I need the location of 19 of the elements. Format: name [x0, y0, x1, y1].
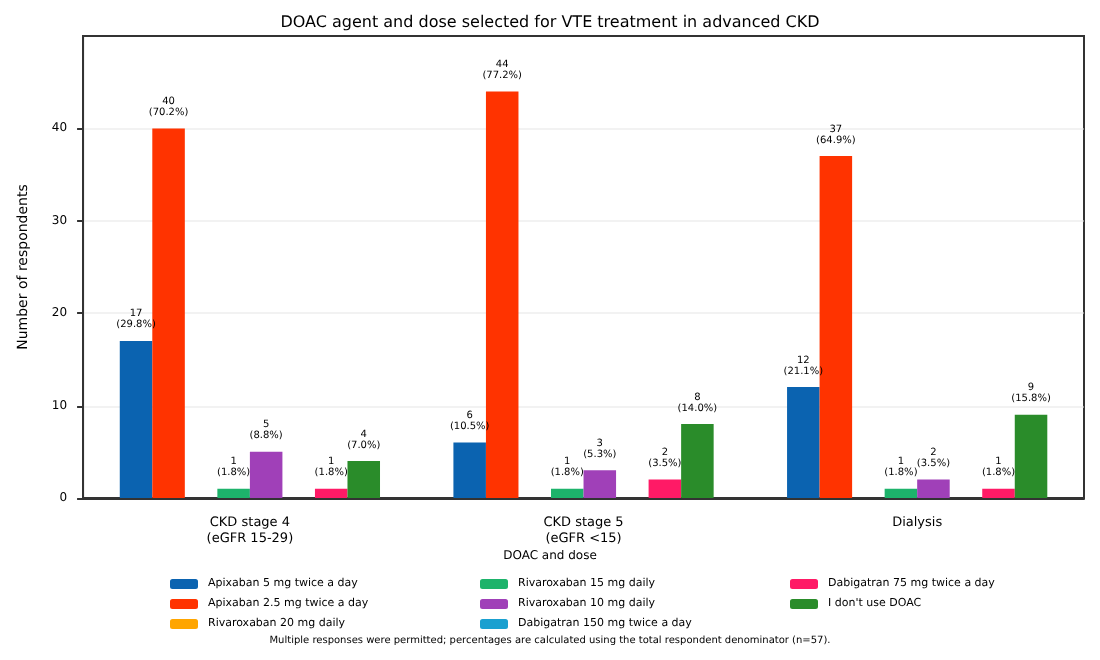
bar	[917, 479, 950, 498]
bar	[249, 451, 283, 498]
bar	[1014, 414, 1048, 498]
bar	[485, 91, 519, 498]
bar	[648, 479, 682, 498]
bar	[217, 488, 250, 498]
bar	[453, 442, 486, 498]
bar	[819, 156, 853, 498]
bar	[884, 488, 918, 498]
bar	[314, 488, 348, 498]
bar	[787, 387, 820, 498]
bar	[551, 488, 584, 498]
bar	[347, 461, 381, 498]
chart-title: DOAC agent and dose selected for VTE treatment in advanced CKD	[280, 13, 820, 31]
bar	[152, 128, 185, 498]
bar	[681, 424, 714, 498]
bar	[119, 340, 153, 498]
bar	[982, 488, 1015, 498]
bar	[583, 470, 617, 498]
